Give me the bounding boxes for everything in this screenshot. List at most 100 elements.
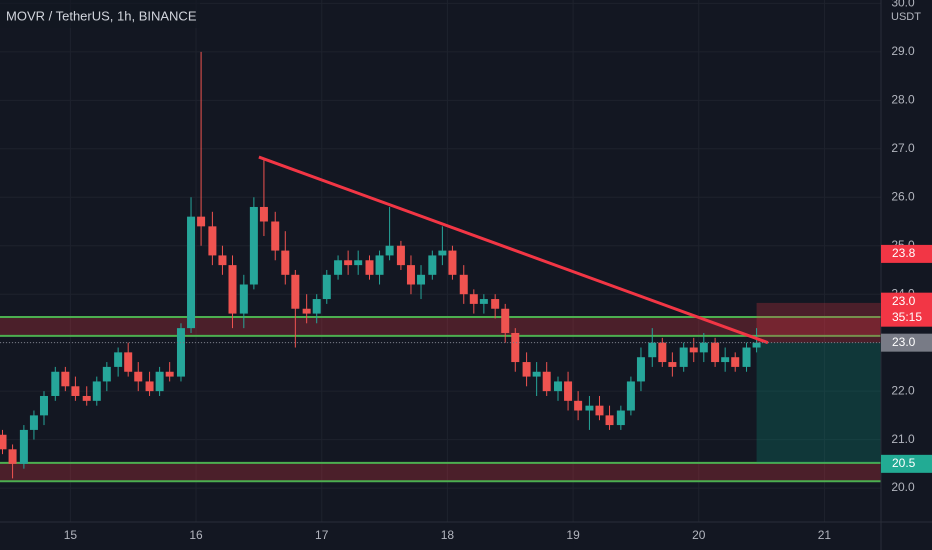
zone — [0, 316, 881, 336]
candle-body — [155, 371, 164, 392]
candle-body — [626, 381, 635, 411]
candle-body — [249, 206, 258, 285]
candle-body — [239, 284, 248, 314]
candle-body — [0, 434, 7, 450]
x-tick-label: 18 — [441, 528, 455, 542]
candle-body — [176, 328, 185, 377]
candle-body — [39, 395, 48, 416]
candle-body — [291, 274, 300, 309]
candle-body — [417, 274, 426, 285]
x-tick-label: 15 — [64, 528, 78, 542]
y-tick-label: 21.0 — [891, 432, 915, 446]
x-tick-label: 20 — [692, 528, 706, 542]
candle-body — [71, 386, 80, 396]
price-label: 23.0 — [892, 294, 916, 308]
candle-body — [438, 250, 447, 256]
y-tick-label: 26.0 — [891, 189, 915, 203]
candle-body — [479, 299, 488, 304]
candle-body — [469, 294, 478, 304]
candle-body — [218, 255, 227, 266]
x-tick-label: 16 — [189, 528, 203, 542]
candle-body — [658, 342, 667, 363]
position-target — [756, 342, 881, 463]
candle-body — [102, 366, 111, 382]
candle-body — [742, 347, 751, 367]
currency: USDT — [891, 11, 921, 23]
trendline — [258, 155, 769, 345]
x-tick-label: 21 — [818, 528, 832, 542]
price-label-bg — [881, 333, 932, 352]
candle-body — [385, 245, 394, 256]
candle-body — [636, 357, 645, 382]
y-tick-label: 28.0 — [891, 93, 915, 107]
candle-body — [532, 371, 541, 377]
candle-body — [501, 308, 510, 333]
candle-body — [82, 395, 91, 401]
candle-body — [134, 371, 143, 382]
candle-body — [312, 299, 321, 314]
candle-body — [585, 405, 594, 411]
candle-body — [406, 265, 415, 285]
candle-body — [197, 216, 206, 227]
candle-body — [542, 371, 551, 392]
candle-body — [145, 381, 154, 392]
candle-body — [699, 342, 708, 353]
x-tick-label: 17 — [315, 528, 329, 542]
x-tick-label: 19 — [566, 528, 580, 542]
candle-body — [522, 362, 531, 377]
y-tick-label: 22.0 — [891, 383, 915, 397]
candle-body — [259, 206, 268, 222]
price-label: 23.0 — [892, 335, 916, 349]
y-tick-label: 20.0 — [891, 480, 915, 494]
candle-body — [448, 250, 457, 275]
price-label: 20.5 — [892, 456, 916, 470]
candle-body — [605, 415, 614, 426]
price-label: 23.8 — [892, 246, 916, 260]
price-label-bg — [881, 454, 932, 473]
y-tick-label: 29.0 — [891, 44, 915, 58]
chart-title: MOVR / TetherUS, 1h, BINANCE — [6, 8, 197, 23]
candle-body — [114, 352, 123, 367]
candle-body — [61, 371, 70, 387]
title-bg — [0, 0, 200, 28]
candle-body — [375, 255, 384, 275]
candle-body — [574, 400, 583, 411]
price-label-bg — [881, 292, 932, 327]
candle-body — [511, 332, 520, 363]
candle-body — [595, 405, 604, 416]
candle-body — [668, 362, 677, 367]
candle-body — [228, 265, 237, 314]
candle-body — [354, 260, 363, 266]
zone — [0, 462, 881, 482]
candle-body — [187, 216, 196, 329]
candle-body — [322, 274, 331, 300]
candle-body — [679, 347, 688, 367]
candle-body — [752, 342, 761, 348]
candle-body — [459, 274, 468, 295]
candle-body — [8, 449, 17, 464]
candle-body — [721, 357, 730, 363]
candle-body — [564, 381, 573, 401]
candle-body — [124, 352, 133, 372]
candle-body — [29, 415, 38, 430]
candle-body — [19, 429, 28, 464]
y-tick-label: 27.0 — [891, 141, 915, 155]
candle-body — [365, 260, 374, 275]
candle-body — [281, 250, 290, 275]
price-label-bg — [881, 244, 932, 263]
candle-body — [51, 371, 60, 396]
candle-body — [711, 342, 720, 363]
candle-body — [334, 260, 343, 275]
plot-area — [0, 0, 881, 522]
candle-body — [491, 299, 500, 309]
countdown: 35:15 — [892, 310, 922, 324]
candle-body — [396, 245, 405, 266]
candle-body — [648, 342, 657, 358]
candle-body — [302, 308, 311, 314]
candle-body — [92, 381, 101, 401]
candle-body — [616, 410, 625, 426]
candle-body — [554, 381, 563, 392]
candle-body — [271, 221, 280, 251]
candle-body — [208, 226, 217, 256]
